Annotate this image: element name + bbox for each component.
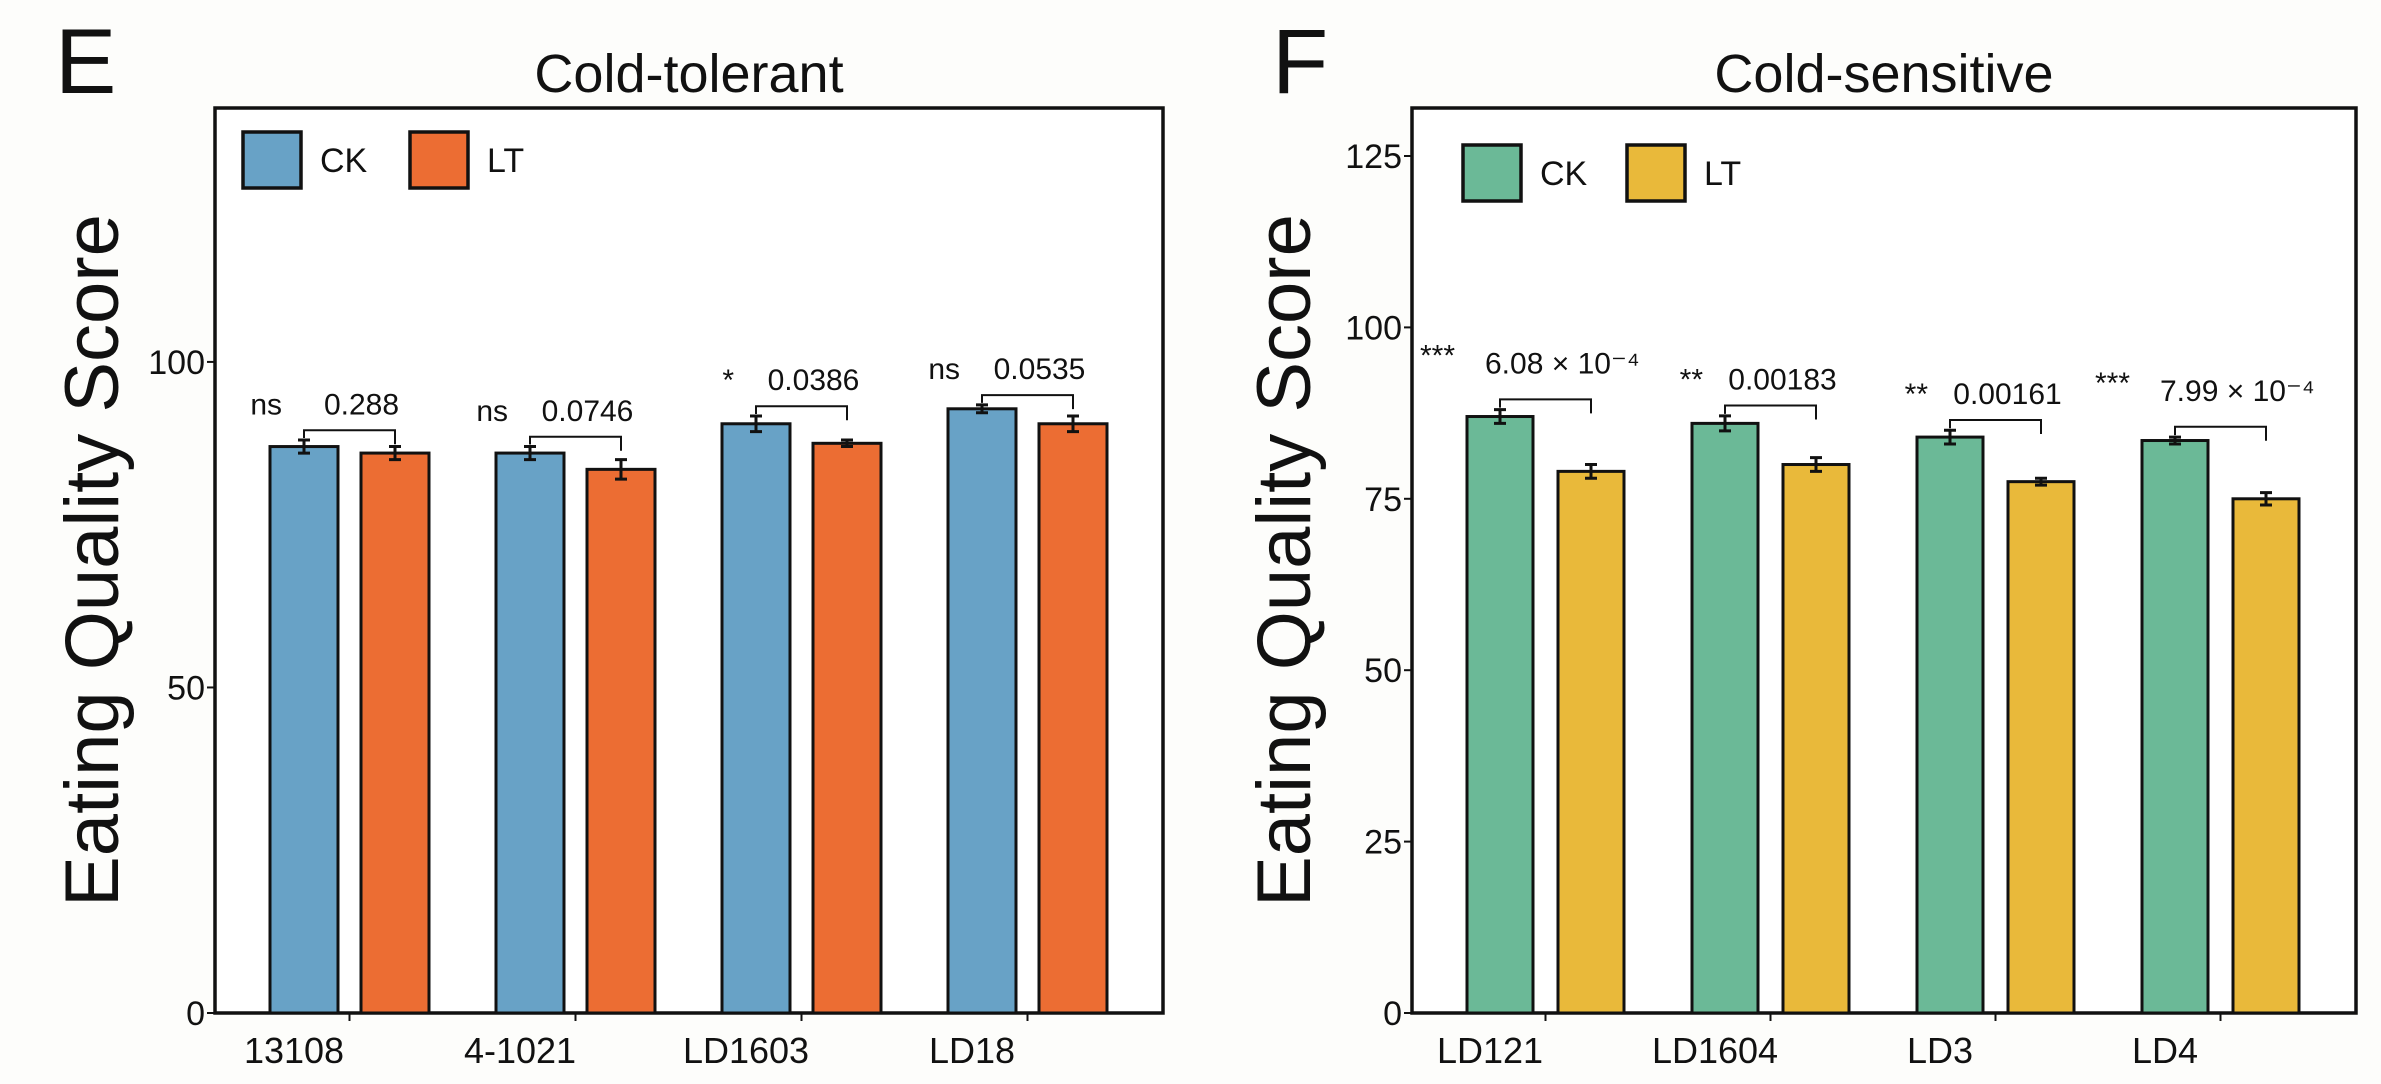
- x-tick-label: LD1603: [683, 1030, 809, 1071]
- p-value-label: 7.99 × 10⁻⁴: [2160, 375, 2315, 408]
- y-tick-label: 75: [1364, 481, 1402, 519]
- error-bar: [2169, 435, 2181, 446]
- p-value-label: 0.288: [324, 388, 399, 421]
- bar-lt: [1037, 422, 1109, 1015]
- x-tick-label: 13108: [244, 1030, 344, 1071]
- significance-stars: ns: [928, 353, 960, 386]
- bar-lt: [2231, 497, 2301, 1015]
- bar-lt: [811, 441, 883, 1015]
- bar-lt: [1781, 463, 1851, 1015]
- significance-stars: **: [1680, 364, 1704, 397]
- panel-label: E: [55, 11, 116, 113]
- x-tick-label: 4-1021: [464, 1030, 576, 1071]
- plot-area: [213, 106, 1165, 1015]
- error-bar: [1585, 463, 1597, 480]
- bar-ck: [1915, 435, 1985, 1015]
- p-value-label: 0.0746: [542, 395, 634, 428]
- y-tick-label: 50: [1364, 652, 1402, 690]
- legend-swatch-lt: [1625, 143, 1687, 203]
- significance-stars: **: [1905, 378, 1929, 411]
- chart-panel-e: E Cold-tolerant Eating Quality Score 0 50 100…: [50, 11, 1165, 1071]
- bar-ck: [1690, 421, 1760, 1015]
- legend-label-lt: LT: [1704, 155, 1741, 193]
- bar-lt: [585, 467, 657, 1015]
- significance-stars: ns: [250, 388, 282, 421]
- significance-bracket: [1499, 398, 1592, 414]
- significance-bracket: [1724, 404, 1817, 420]
- error-bar: [2260, 491, 2272, 507]
- x-tick-label: LD4: [2132, 1030, 2198, 1071]
- p-value-label: 6.08 × 10⁻⁴: [1485, 347, 1640, 380]
- y-tick-label: 100: [148, 344, 205, 382]
- p-value-label: 0.0386: [768, 364, 860, 397]
- chart-title: Cold-tolerant: [534, 44, 843, 104]
- legend-swatch-ck: [1461, 143, 1523, 203]
- error-bar: [1944, 428, 1956, 446]
- significance-stars: *: [722, 364, 734, 397]
- error-bar: [976, 403, 988, 415]
- p-value-label: 0.0535: [994, 353, 1086, 386]
- significance-stars: ***: [1420, 339, 1455, 372]
- error-bar: [1067, 414, 1079, 434]
- bar-ck: [1465, 415, 1535, 1015]
- bar-ck: [268, 445, 340, 1015]
- y-axis-label: Eating Quality Score: [50, 214, 135, 907]
- error-bar: [389, 445, 401, 462]
- bar-lt: [1556, 469, 1626, 1015]
- significance-bracket: [1949, 418, 2042, 434]
- panel-label: F: [1272, 11, 1328, 113]
- x-tick-label: LD121: [1437, 1030, 1543, 1071]
- legend-swatch-ck: [241, 130, 303, 190]
- y-tick-label: 25: [1364, 824, 1402, 862]
- error-bar: [1494, 408, 1506, 425]
- x-tick-label: LD3: [1907, 1030, 1973, 1071]
- y-axis-label: Eating Quality Score: [1242, 214, 1327, 907]
- bar-ck: [946, 407, 1018, 1015]
- bar-ck: [720, 422, 792, 1015]
- error-bar: [615, 458, 627, 481]
- error-bar: [841, 438, 853, 449]
- error-bar: [1719, 414, 1731, 433]
- significance-stars: ns: [476, 395, 508, 428]
- significance-bracket: [981, 394, 1074, 410]
- error-bar: [524, 445, 536, 462]
- bar-ck: [494, 451, 566, 1015]
- significance-bracket: [755, 405, 848, 421]
- legend-label-ck: CK: [1540, 155, 1588, 193]
- significance-bracket: [2174, 425, 2267, 441]
- significance-stars: ***: [2095, 367, 2130, 400]
- y-tick-label: 100: [1345, 309, 1402, 347]
- legend-label-ck: CK: [320, 142, 368, 180]
- legend-swatch-lt: [408, 130, 470, 190]
- error-bar: [298, 438, 310, 455]
- x-tick-label: LD1604: [1652, 1030, 1778, 1071]
- x-tick-label: LD18: [929, 1030, 1015, 1071]
- plot-area: [1410, 106, 2358, 1015]
- chart-panel-f: F Cold-sensitive Eating Quality Score 0 25 50…: [1242, 11, 2358, 1071]
- error-bar: [1810, 456, 1822, 473]
- p-value-label: 0.00183: [1728, 364, 1836, 397]
- y-tick-label: 0: [186, 995, 205, 1033]
- y-tick-label: 125: [1345, 138, 1402, 176]
- p-value-label: 0.00161: [1953, 378, 2061, 411]
- error-bar: [2035, 476, 2047, 487]
- y-tick-label: 50: [167, 669, 205, 707]
- legend-label-lt: LT: [487, 142, 524, 180]
- bar-ck: [2140, 439, 2210, 1015]
- bar-lt: [359, 451, 431, 1015]
- y-tick-label: 0: [1383, 995, 1402, 1033]
- chart-title: Cold-sensitive: [1714, 44, 2053, 104]
- error-bar: [750, 414, 762, 434]
- significance-bracket: [529, 435, 622, 451]
- bar-lt: [2006, 480, 2076, 1015]
- significance-bracket: [303, 429, 396, 445]
